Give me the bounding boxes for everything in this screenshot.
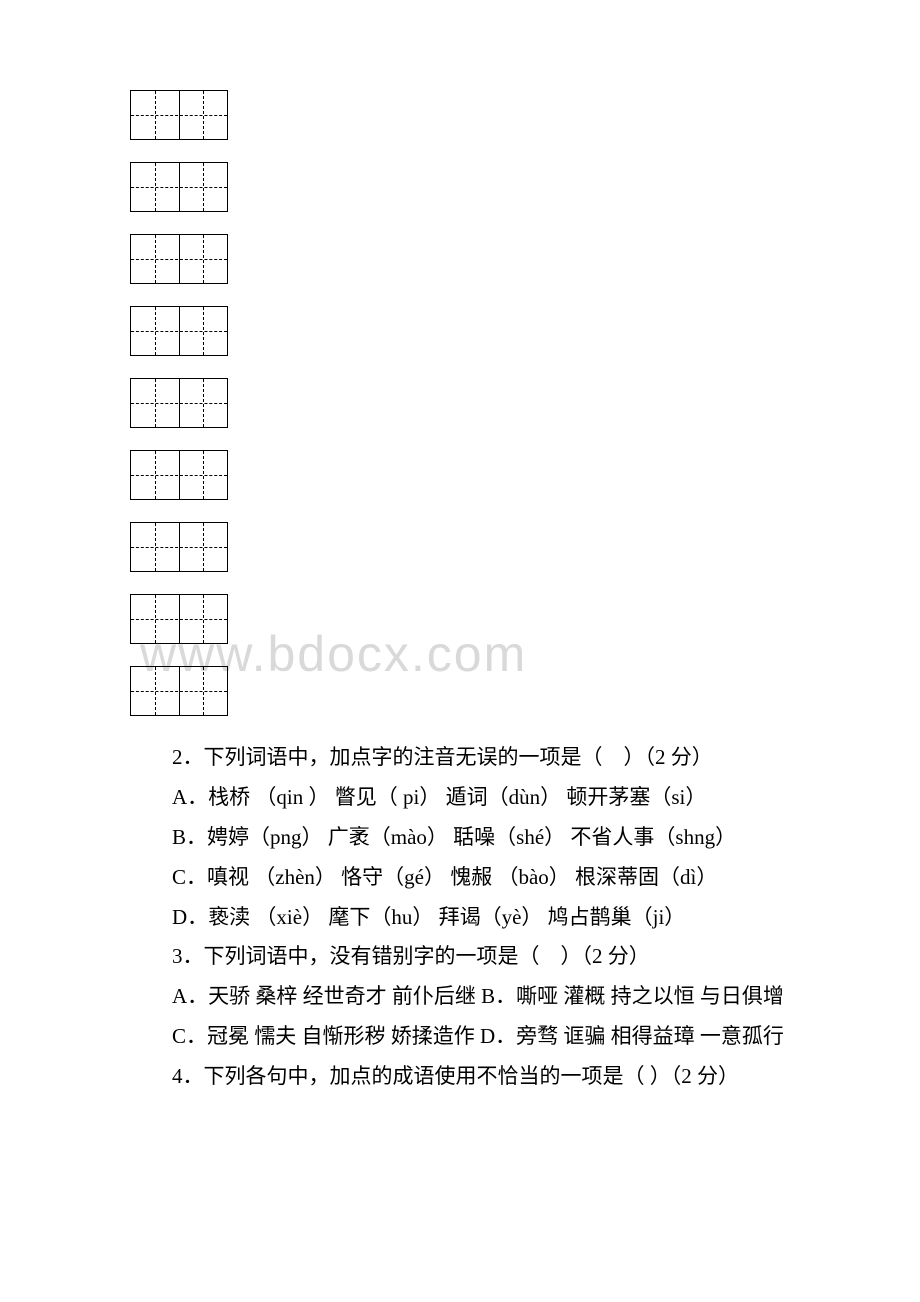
- q2-option-a: A．栈桥 （qin ） 瞥见（ pi） 遁词（dùn） 顿开茅塞（si）: [130, 778, 790, 818]
- q4-stem: 4．下列各句中，加点的成语使用不恰当的一项是（ ）（2 分）: [130, 1057, 790, 1097]
- q2-option-b: B．娉婷（png） 广袤（mào） 聒噪（shé） 不省人事（shng）: [130, 818, 790, 858]
- q2-stem: 2．下列词语中，加点字的注音无误的一项是（ ）（2 分）: [130, 738, 790, 778]
- q3-line1: A．天骄 桑梓 经世奇才 前仆后继 B．嘶哑 灌概 持之以恒 与日俱增: [130, 977, 790, 1017]
- q2-option-c: C．嗔视 （zhèn） 恪守（gé） 愧赧 （bào） 根深蒂固（dì）: [130, 858, 790, 898]
- q3-line2: C．冠冕 懦夫 自惭形秽 娇揉造作 D．旁骛 诓骗 相得益璋 一意孤行: [130, 1017, 790, 1057]
- char-grid-box: [130, 594, 228, 644]
- char-grid-box: [130, 90, 228, 140]
- grid-boxes-container: [130, 90, 790, 716]
- char-grid-box: [130, 162, 228, 212]
- q3-stem: 3．下列词语中，没有错别字的一项是（ ）（2 分）: [130, 937, 790, 977]
- char-grid-box: [130, 450, 228, 500]
- q2-option-d: D．亵渎 （xiè） 麾下（hu） 拜谒（yè） 鸠占鹊巢（ji）: [130, 898, 790, 938]
- char-grid-box: [130, 234, 228, 284]
- char-grid-box: [130, 378, 228, 428]
- char-grid-box: [130, 522, 228, 572]
- body-text: 2．下列词语中，加点字的注音无误的一项是（ ）（2 分） A．栈桥 （qin ）…: [130, 738, 790, 1097]
- char-grid-box: [130, 306, 228, 356]
- document-page: www.bdocx.com 2．下列词语中，加点字的注音无误的一项是（ ）（2 …: [0, 0, 920, 1157]
- char-grid-box: [130, 666, 228, 716]
